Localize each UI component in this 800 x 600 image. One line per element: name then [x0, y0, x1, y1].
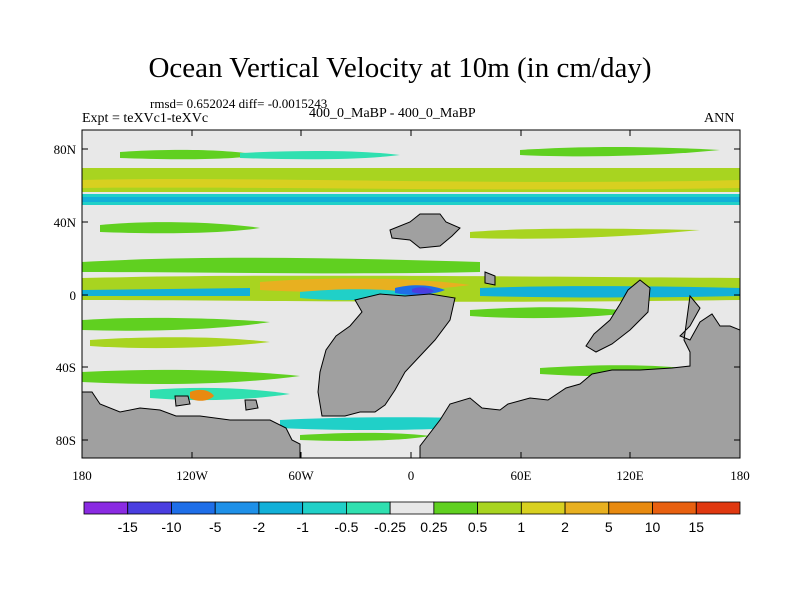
map-plot [82, 130, 740, 458]
y-tick-label: 40S [56, 360, 76, 375]
colorbar-swatch [258, 501, 304, 515]
colorbar-swatch [345, 501, 391, 515]
colorbar-label: 2 [561, 519, 569, 535]
field-patch [90, 337, 270, 349]
x-tick-label: 120E [616, 468, 644, 483]
colorbar-swatch [214, 501, 260, 515]
y-tick-marks [82, 148, 740, 441]
landmass [82, 391, 301, 458]
field-band [82, 179, 740, 190]
colorbar-swatch [652, 501, 697, 515]
y-tick-labels: 80N 40N 0 40S 80S [54, 142, 77, 448]
x-tick-label: 0 [408, 468, 415, 483]
field-patch [82, 369, 300, 384]
colorbar-swatch [389, 501, 435, 515]
case-label: 400_0_MaBP - 400_0_MaBP [309, 106, 476, 121]
landmass [585, 279, 651, 353]
colorbar-label: -1 [296, 519, 309, 535]
landmass [389, 213, 461, 249]
colorbar-label: 10 [645, 519, 661, 535]
colorbar-label: -0.25 [374, 519, 406, 535]
x-tick-label: 120W [176, 468, 209, 483]
colorbar-label: 1 [517, 519, 525, 535]
landmass [174, 395, 191, 407]
land-mask [82, 213, 740, 458]
velocity-field [82, 143, 740, 441]
x-tick-label: 60W [288, 468, 314, 483]
colorbar-label: -2 [253, 519, 266, 535]
colorbar-label: -5 [209, 519, 222, 535]
y-tick-label: 40N [54, 215, 77, 230]
x-tick-label: 180 [72, 468, 92, 483]
y-tick-label: 80N [54, 142, 77, 157]
colorbar-swatch [171, 501, 216, 515]
field-patch [82, 317, 270, 331]
colorbar-swatch [520, 501, 566, 515]
colorbar-swatch [83, 501, 129, 515]
field-patch [520, 147, 720, 157]
field-patch [412, 287, 434, 294]
x-tick-marks [81, 130, 741, 458]
colorbar-swatch [302, 501, 347, 515]
y-tick-label: 0 [70, 288, 77, 303]
colorbar-swatch [477, 501, 522, 515]
experiment-label: Expt = teXVc1-teXVc [82, 111, 209, 126]
colorbar-label: 15 [688, 519, 704, 535]
stats-text: rmsd= 0.652024 diff= -0.0015243 [150, 96, 328, 111]
landmass [484, 271, 496, 286]
field-patch [190, 389, 214, 401]
colorbar: -15 -10 -5 -2 -1 -0.5 -0.25 0.25 0.5 1 2 5 10 15 [83, 501, 741, 535]
landmass [317, 293, 456, 417]
colorbar-label: 0.5 [468, 519, 488, 535]
field-band [82, 197, 740, 202]
colorbar-label: -10 [161, 519, 181, 535]
y-tick-label: 80S [56, 433, 76, 448]
colorbar-label: -0.5 [334, 519, 358, 535]
colorbar-label: 5 [605, 519, 613, 535]
field-patch [300, 432, 430, 441]
landmass [419, 294, 740, 458]
x-tick-label: 60E [511, 468, 532, 483]
field-patch [470, 228, 700, 239]
colorbar-swatch [695, 501, 741, 515]
season-label: ANN [704, 111, 735, 126]
colorbar-swatch [608, 501, 653, 515]
field-band [82, 288, 250, 296]
colorbar-swatches [83, 501, 741, 515]
field-patch [240, 150, 400, 160]
x-tick-labels: 180 120W 60W 0 60E 120E 180 [72, 468, 750, 483]
landmass [244, 399, 259, 411]
field-patch [120, 149, 260, 160]
colorbar-label: 0.25 [420, 519, 447, 535]
x-tick-label: 180 [730, 468, 750, 483]
field-band [82, 257, 480, 274]
colorbar-label: -15 [118, 519, 138, 535]
field-patch [100, 222, 260, 234]
colorbar-swatch [433, 501, 479, 515]
field-band [480, 286, 740, 298]
field-patch [470, 307, 640, 319]
colorbar-swatch [564, 501, 610, 515]
colorbar-labels: -15 -10 -5 -2 -1 -0.5 -0.25 0.25 0.5 1 2 5 10 15 [118, 519, 705, 535]
map-title: Ocean Vertical Velocity at 10m (in cm/da… [148, 52, 652, 84]
colorbar-swatch [127, 501, 172, 515]
